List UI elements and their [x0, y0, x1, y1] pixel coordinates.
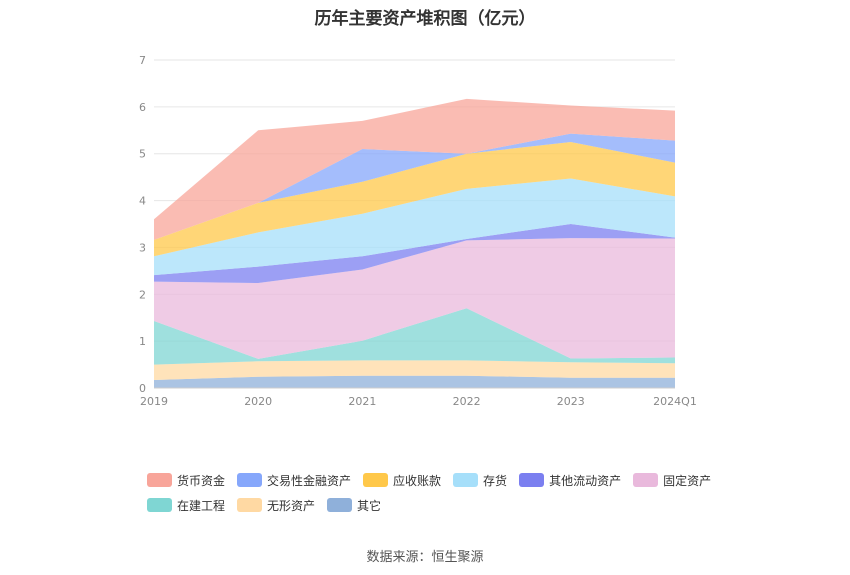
legend-item[interactable]: 应收账款 — [363, 472, 441, 488]
legend-swatch — [363, 473, 389, 487]
x-tick-label: 2023 — [557, 395, 585, 408]
legend-swatch — [237, 473, 263, 487]
area-series-group — [154, 98, 675, 388]
area-series-6[interactable] — [154, 142, 675, 257]
y-tick-label: 4 — [139, 195, 146, 208]
area-series-4[interactable] — [154, 224, 675, 283]
legend-label: 在建工程 — [177, 498, 226, 513]
x-tick-label: 2024Q1 — [653, 395, 697, 408]
legend-swatch — [147, 498, 172, 512]
legend-label: 其他流动资产 — [549, 473, 622, 488]
chart-title: 历年主要资产堆积图（亿元） — [314, 9, 536, 29]
x-tick-label: 2020 — [244, 395, 272, 408]
y-tick-label: 7 — [139, 54, 146, 67]
legend-item[interactable]: 货币资金 — [147, 472, 225, 488]
legend-swatch — [453, 473, 479, 487]
x-tick-label: 2019 — [140, 395, 168, 408]
area-series-5[interactable] — [154, 178, 675, 276]
area-series-7[interactable] — [154, 133, 675, 240]
area-series-3[interactable] — [154, 238, 675, 359]
legend-label: 无形资产 — [267, 498, 316, 513]
area-series-2[interactable] — [154, 308, 675, 365]
legend-swatch — [633, 473, 659, 487]
legend-label: 固定资产 — [663, 473, 712, 488]
legend-label: 其它 — [357, 498, 382, 513]
legend-item[interactable]: 无形资产 — [237, 497, 315, 513]
legend-item[interactable]: 固定资产 — [633, 472, 711, 488]
legend-swatch — [237, 498, 263, 512]
legend-item[interactable]: 存货 — [453, 472, 507, 488]
legend-item[interactable]: 其它 — [327, 497, 381, 513]
area-series-1[interactable] — [154, 360, 675, 380]
legend-label: 交易性金融资产 — [267, 473, 352, 488]
legend-item[interactable]: 在建工程 — [147, 497, 225, 513]
area-series-0[interactable] — [154, 375, 675, 388]
y-tick-label: 2 — [139, 288, 146, 301]
legend: 货币资金 交易性金融资产 应收账款 存货 其他流动资产 固定资产在建工程 无形资产 其它 — [147, 472, 747, 513]
legend-label: 应收账款 — [393, 473, 442, 488]
y-tick-label: 3 — [139, 241, 146, 254]
legend-swatch — [327, 498, 353, 512]
data-source-note: 数据来源：恒生聚源 — [366, 550, 484, 565]
area-series-8[interactable] — [154, 98, 675, 240]
y-tick-label: 1 — [139, 335, 146, 348]
x-tick-label: 2022 — [453, 395, 481, 408]
y-tick-label: 0 — [139, 382, 146, 395]
legend-item[interactable]: 其他流动资产 — [519, 472, 621, 488]
legend-label: 货币资金 — [177, 473, 226, 488]
axes: 0 1 2 3 4 5 6 7 2019 2020 2021 2022 2023 2024Q1 — [139, 54, 697, 408]
y-tick-label: 5 — [139, 148, 146, 161]
x-tick-label: 2021 — [348, 395, 376, 408]
legend-swatch — [519, 473, 545, 487]
y-tick-label: 6 — [139, 101, 146, 114]
legend-item[interactable]: 交易性金融资产 — [237, 472, 351, 488]
legend-label: 存货 — [483, 473, 508, 488]
legend-swatch — [147, 473, 172, 487]
